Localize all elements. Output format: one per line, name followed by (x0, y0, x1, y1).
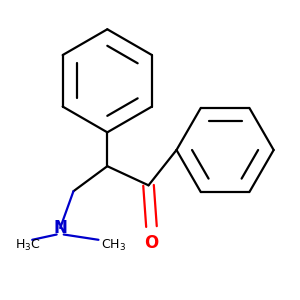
Text: H$_3$C: H$_3$C (15, 238, 40, 253)
Text: O: O (144, 234, 159, 252)
Text: CH$_3$: CH$_3$ (101, 238, 127, 253)
Text: N: N (53, 219, 67, 237)
